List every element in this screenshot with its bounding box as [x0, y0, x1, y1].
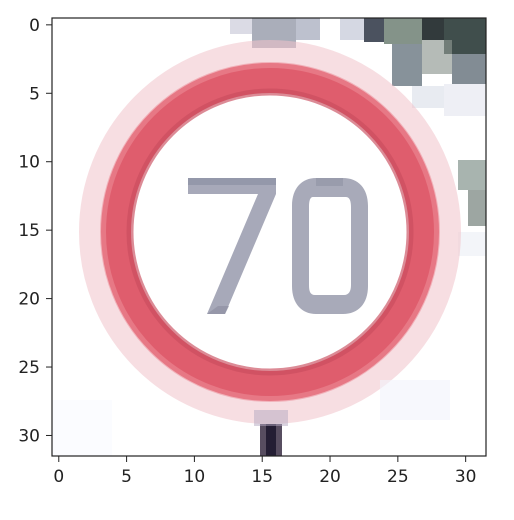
axes-frame: [51, 17, 487, 457]
y-tick-label: 0: [29, 16, 40, 36]
y-tick-label: 5: [29, 84, 40, 104]
image-axes: 70: [51, 17, 487, 457]
x-tick-label: 5: [121, 467, 132, 487]
y-tick-label: 30: [18, 426, 40, 446]
image-canvas: 70: [79, 18, 486, 456]
digit-zero: [292, 178, 368, 314]
y-tick-label: 10: [18, 153, 40, 173]
sign-face: [146, 108, 394, 356]
background-foliage: [230, 18, 486, 256]
x-tick-label: 30: [455, 467, 477, 487]
digit-seven: [188, 178, 276, 314]
sign-pole: [254, 410, 288, 456]
x-tick-label: 15: [251, 467, 273, 487]
y-tick-label: 20: [18, 290, 40, 310]
x-tick-label: 25: [387, 467, 409, 487]
y-axis: 0 5 10 15 20 25 30: [18, 16, 52, 446]
red-ring: [101, 63, 439, 401]
y-tick-label: 25: [18, 358, 40, 378]
x-tick-label: 20: [319, 467, 341, 487]
sign-ring-shadow: [79, 40, 461, 424]
x-tick-label: 10: [184, 467, 206, 487]
x-axis: 0 5 10 15 20 25 30: [53, 456, 476, 487]
y-tick-label: 15: [18, 221, 40, 241]
x-tick-label: 0: [53, 467, 64, 487]
sign-ring: [100, 62, 440, 402]
